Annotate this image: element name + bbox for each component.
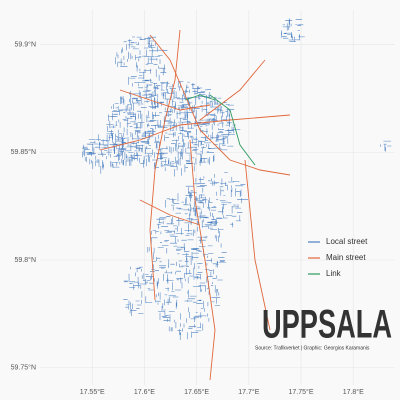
local-streets bbox=[82, 18, 392, 340]
main-street bbox=[149, 29, 181, 301]
local-street bbox=[281, 18, 305, 42]
legend-label: Local street bbox=[326, 237, 368, 246]
y-tick-label: 59.8°N bbox=[15, 256, 36, 264]
main-street bbox=[149, 34, 291, 176]
local-street bbox=[380, 140, 392, 152]
y-tick-label: 59.75°N bbox=[11, 364, 36, 372]
source: Source: Trafikverket | Graphic: Georgios… bbox=[255, 345, 370, 351]
link bbox=[209, 94, 256, 166]
x-tick-label: 17.6°E bbox=[134, 388, 155, 396]
main-street bbox=[119, 89, 211, 111]
x-tick-label: 17.55°E bbox=[80, 388, 105, 396]
main-street bbox=[199, 59, 266, 121]
local-street bbox=[82, 133, 144, 174]
main-street bbox=[244, 159, 271, 331]
x-tick-label: 17.75°E bbox=[289, 388, 314, 396]
x-tick-label: 17.65°E bbox=[184, 388, 209, 396]
y-tick-label: 59.9°N bbox=[15, 40, 36, 48]
local-street bbox=[115, 36, 168, 87]
local-street bbox=[185, 172, 248, 233]
link bbox=[184, 94, 216, 101]
main-street bbox=[189, 139, 216, 381]
legend-label: Main street bbox=[326, 253, 366, 262]
x-tick-label: 17.7°E bbox=[238, 388, 259, 396]
main-street bbox=[139, 199, 201, 226]
y-tick-label: 59.85°N bbox=[11, 148, 36, 156]
grid bbox=[40, 10, 395, 385]
local-street bbox=[147, 185, 227, 340]
main-streets bbox=[99, 29, 291, 381]
map-title: UPPSALA bbox=[262, 303, 392, 347]
legend-label: Link bbox=[326, 269, 342, 278]
x-tick-label: 17.8°E bbox=[343, 388, 364, 396]
links bbox=[184, 94, 256, 166]
local-street bbox=[123, 266, 155, 317]
main-street bbox=[99, 114, 291, 151]
legend: Local street Main street Link bbox=[308, 237, 368, 278]
